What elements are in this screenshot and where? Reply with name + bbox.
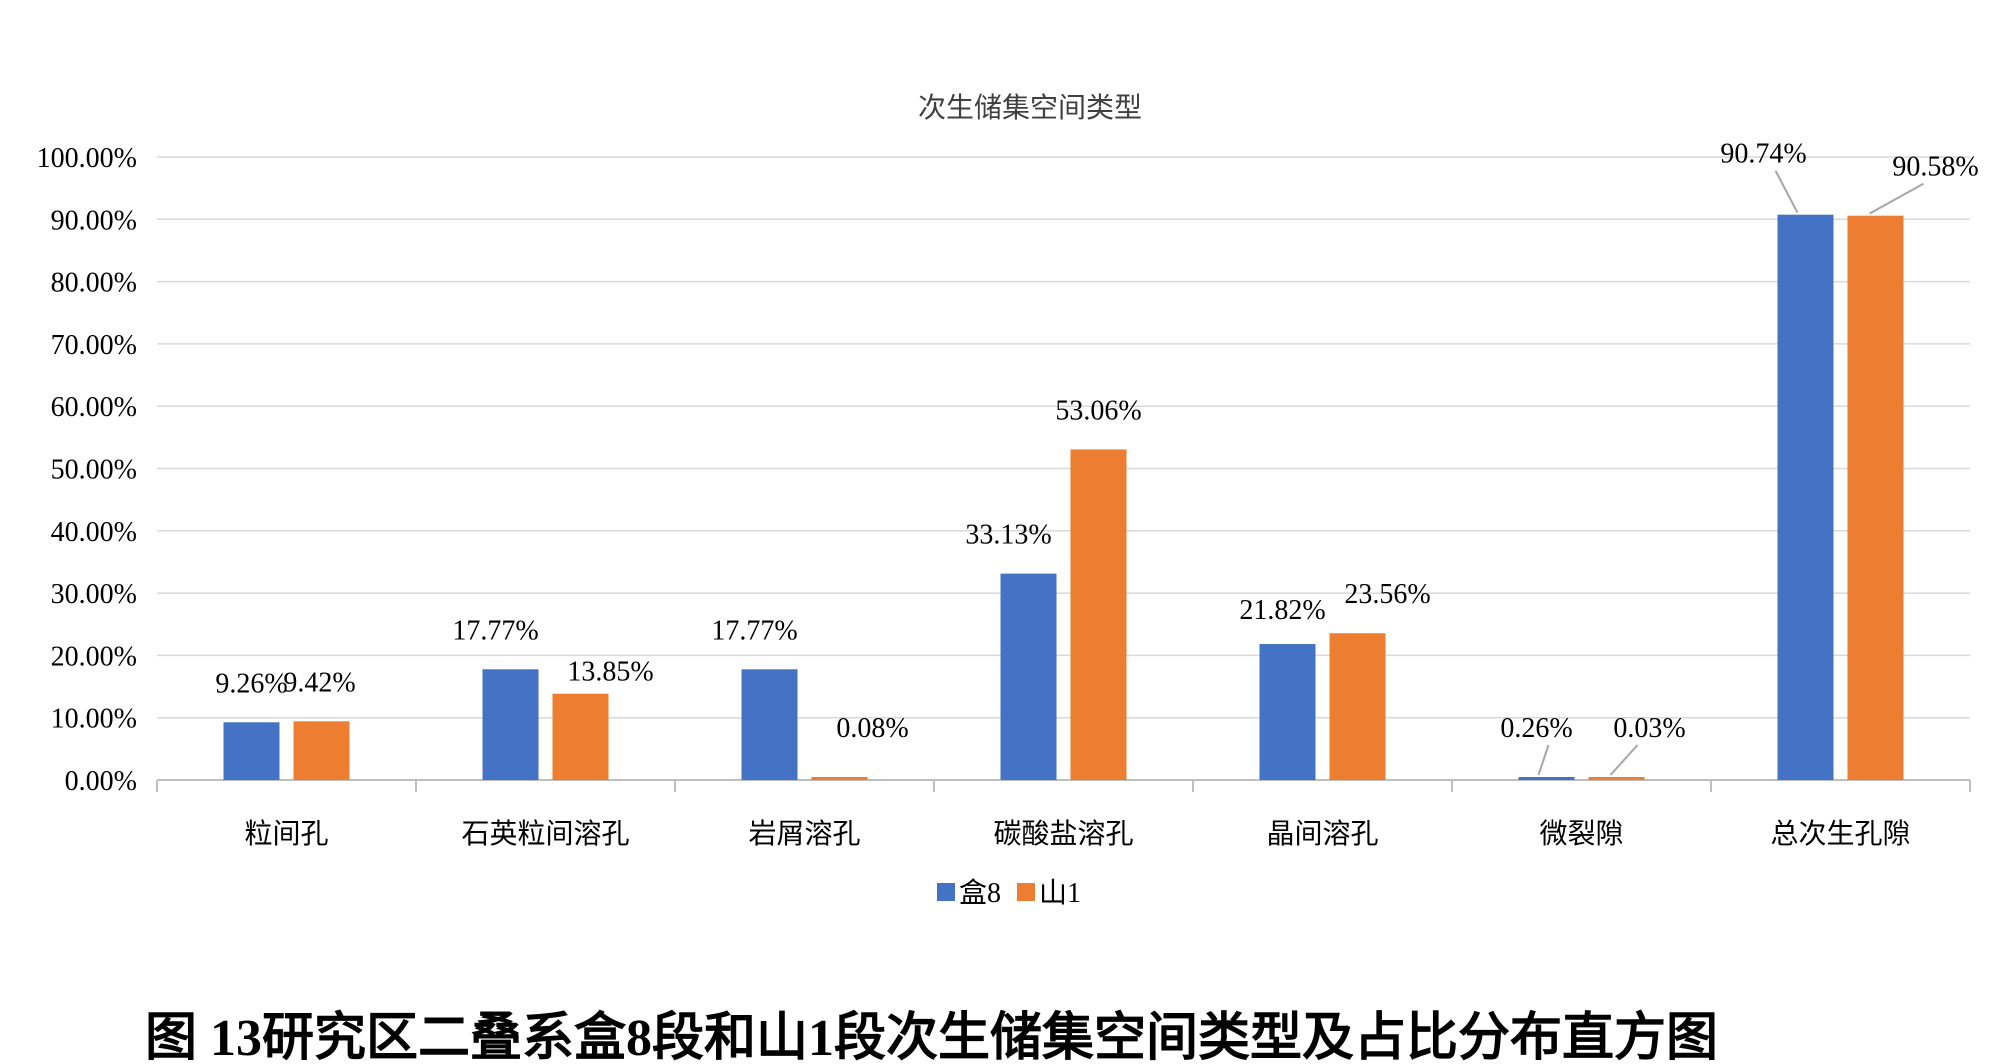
legend-swatch [1017,883,1035,901]
x-tick-label: 粒间孔 [244,817,328,850]
leader-line [1869,182,1924,215]
leader-line [1609,744,1639,776]
legend: 盒8 山1 [937,877,1081,909]
x-axis: 粒间孔 石英粒间溶孔 岩屑溶孔 碳酸盐溶孔 晶间溶孔 微裂隙 总次生孔隙 [156,780,1971,850]
y-tick-label: 60.00% [51,392,137,423]
bar-山1 [293,721,350,780]
legend-label: 盒8 [959,877,1001,909]
y-tick-label: 20.00% [51,641,137,672]
y-tick-label: 10.00% [51,704,137,735]
data-label: 9.42% [283,667,355,698]
x-tick-label: 晶间溶孔 [1266,817,1378,850]
gridlines [157,156,1970,781]
bar-山1 [1588,777,1645,780]
x-tick-label: 碳酸盐溶孔 [993,817,1133,850]
leader-line [1774,170,1799,214]
y-tick-label: 0.00% [65,766,137,797]
data-labels: 9.26% 17.77% 17.77% 33.13% 21.82% 0.26% 90.74%… [215,139,1979,776]
bar-盒8 [1518,777,1575,780]
x-tick-label: 总次生孔隙 [1770,817,1910,850]
data-label: 0.26% [1500,713,1572,744]
data-label: 90.58% [1892,152,1978,183]
data-label: 90.74% [1720,139,1806,170]
y-axis: 0.00% 10.00% 20.00% 30.00% 40.00% 50.00% 60.00… [37,143,137,797]
y-tick-label: 50.00% [51,455,137,486]
chart-title: 次生储集空间类型 [918,91,1142,124]
legend-swatch [937,883,955,901]
x-tick-label: 岩屑溶孔 [748,817,860,850]
y-tick-label: 90.00% [51,205,137,236]
y-tick-label: 80.00% [51,268,137,299]
y-tick-label: 100.00% [37,143,137,174]
y-tick-label: 70.00% [51,330,137,361]
bar-盒8 [482,669,539,780]
data-label: 0.03% [1613,713,1685,744]
data-label: 9.26% [215,668,287,699]
data-label: 17.77% [711,615,797,646]
bar-山1 [1847,215,1904,781]
data-label: 33.13% [965,520,1051,551]
bar-盒8 [223,722,280,780]
bar-盒8 [1777,214,1834,780]
bar-山1 [552,693,609,780]
y-tick-label: 40.00% [51,517,137,548]
x-tick-label: 石英粒间溶孔 [461,817,629,850]
data-label: 21.82% [1239,595,1325,626]
leader-line [1537,744,1550,776]
bar-山1 [811,777,868,780]
bar-盒8 [1000,573,1057,780]
data-label: 17.77% [452,615,538,646]
bars [223,214,1904,781]
data-label: 0.08% [836,713,908,744]
bar-山1 [1070,449,1127,780]
bar-盒8 [1259,644,1316,780]
figure-caption: 图 13研究区二叠系盒8段和山1段次生储集空间类型及占比分布直方图 [145,1009,1718,1064]
bar-盒8 [741,669,798,780]
x-tick-label: 微裂隙 [1539,817,1623,850]
bar-山1 [1329,633,1386,780]
y-tick-label: 30.00% [51,579,137,610]
data-label: 23.56% [1344,579,1430,610]
data-label: 13.85% [567,657,653,688]
legend-label: 山1 [1039,877,1081,909]
data-label: 53.06% [1055,395,1141,426]
